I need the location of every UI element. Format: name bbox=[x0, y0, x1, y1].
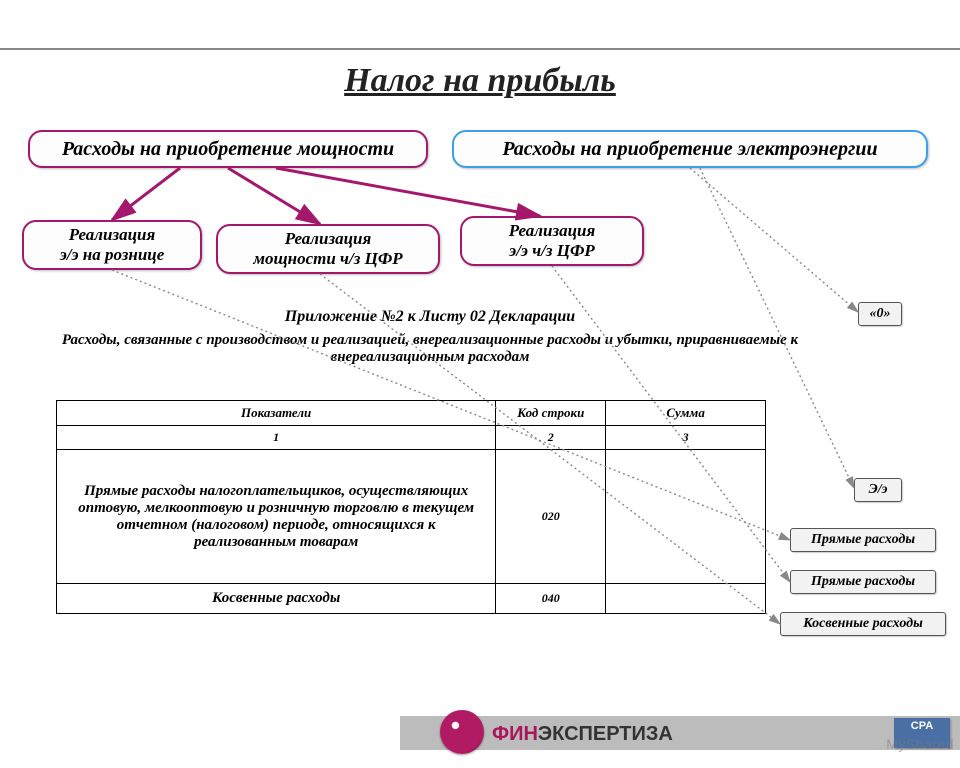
tag-zero: «0» bbox=[858, 302, 902, 326]
top-rule bbox=[0, 48, 960, 50]
logo-b: ЭКСПЕРТИЗА bbox=[538, 723, 673, 745]
box-retail: Реализацияэ/э на рознице bbox=[22, 220, 202, 270]
logo-a: ФИН bbox=[492, 723, 538, 745]
logo-icon bbox=[440, 710, 484, 754]
footer-band bbox=[400, 716, 960, 750]
declaration-table: ПоказателиКод строкиСумма123Прямые расхо… bbox=[56, 400, 766, 614]
box-power-expenses: Расходы на приобретение мощности bbox=[28, 130, 428, 168]
logo-text: ФИНЭКСПЕРТИЗА bbox=[492, 723, 673, 746]
box-energy-cfr: Реализацияэ/э ч/з ЦФР bbox=[460, 216, 644, 266]
table-caption-2: Расходы, связанные с производством и реа… bbox=[60, 332, 800, 366]
page-title: Налог на прибыль bbox=[0, 62, 960, 100]
footer: ФИНЭКСПЕРТИЗА CPA MyShared bbox=[0, 710, 960, 754]
box-energy-expenses: Расходы на приобретение электроэнергии bbox=[452, 130, 928, 168]
tag-direct-2: Прямые расходы bbox=[790, 570, 936, 594]
box-capacity-cfr: Реализациямощности ч/з ЦФР bbox=[216, 224, 440, 274]
tag-ee: Э/э bbox=[854, 478, 902, 502]
table-caption-1: Приложение №2 к Листу 02 Декларации bbox=[80, 308, 780, 326]
tag-indirect: Косвенные расходы bbox=[780, 612, 946, 636]
watermark: MyShared bbox=[886, 736, 954, 752]
tag-direct-1: Прямые расходы bbox=[790, 528, 936, 552]
